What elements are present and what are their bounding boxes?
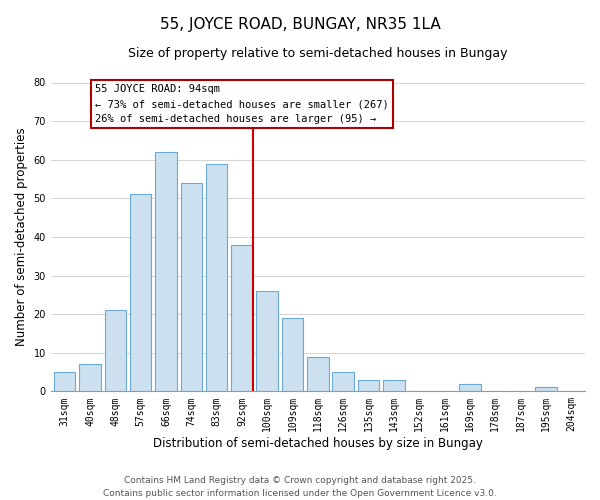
Title: Size of property relative to semi-detached houses in Bungay: Size of property relative to semi-detach… — [128, 48, 508, 60]
Bar — [104, 310, 126, 392]
Bar — [332, 372, 354, 392]
Bar — [130, 194, 151, 392]
Bar — [206, 164, 227, 392]
Text: 55, JOYCE ROAD, BUNGAY, NR35 1LA: 55, JOYCE ROAD, BUNGAY, NR35 1LA — [160, 18, 440, 32]
Bar — [256, 291, 278, 392]
Text: Contains HM Land Registry data © Crown copyright and database right 2025.
Contai: Contains HM Land Registry data © Crown c… — [103, 476, 497, 498]
Bar — [358, 380, 379, 392]
Bar — [231, 244, 253, 392]
Bar — [181, 183, 202, 392]
X-axis label: Distribution of semi-detached houses by size in Bungay: Distribution of semi-detached houses by … — [153, 437, 483, 450]
Text: 55 JOYCE ROAD: 94sqm
← 73% of semi-detached houses are smaller (267)
26% of semi: 55 JOYCE ROAD: 94sqm ← 73% of semi-detac… — [95, 84, 389, 124]
Y-axis label: Number of semi-detached properties: Number of semi-detached properties — [15, 128, 28, 346]
Bar — [155, 152, 177, 392]
Bar — [459, 384, 481, 392]
Bar — [282, 318, 304, 392]
Bar — [535, 388, 557, 392]
Bar — [383, 380, 404, 392]
Bar — [79, 364, 101, 392]
Bar — [307, 356, 329, 392]
Bar — [54, 372, 76, 392]
